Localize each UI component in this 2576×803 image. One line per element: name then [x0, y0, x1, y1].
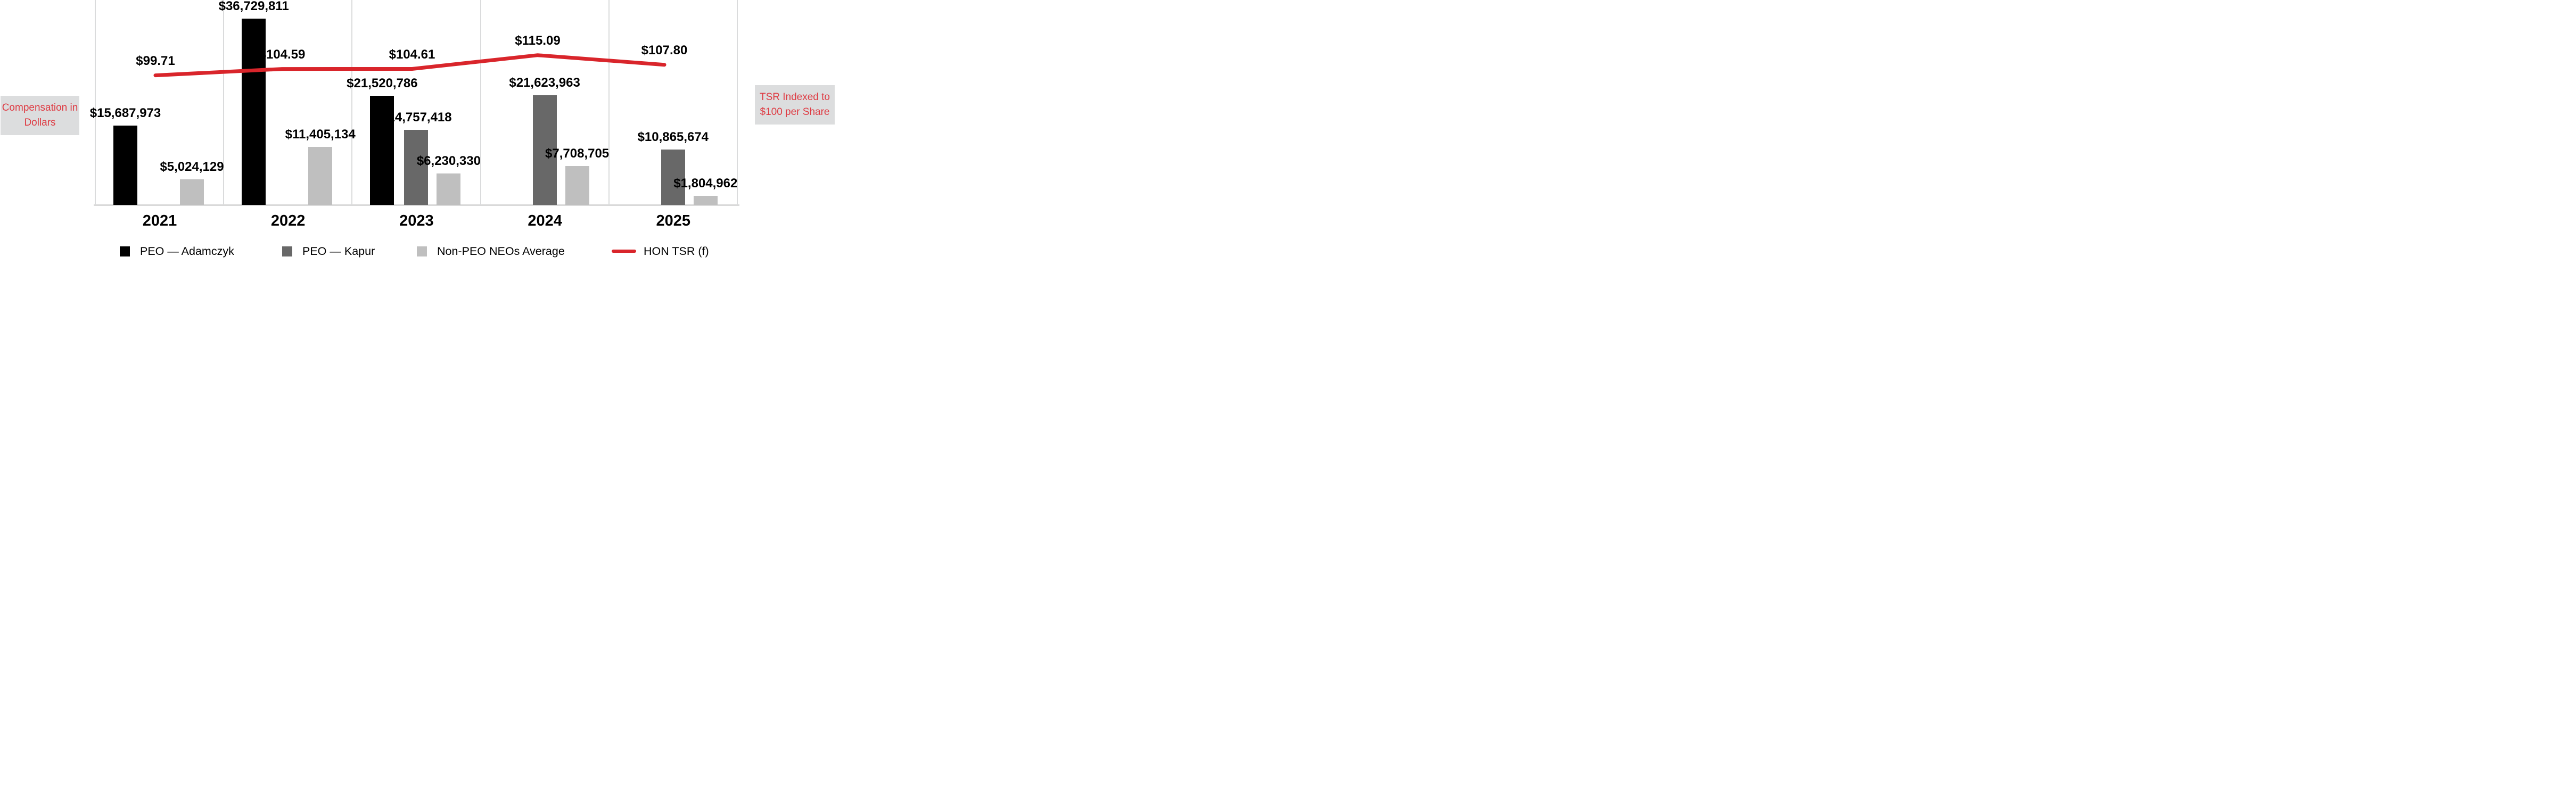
- legend-item-hon-tsr: HON TSR (f): [612, 242, 709, 260]
- bar-value-label-2023-peo-kapur: $14,757,418: [381, 110, 452, 125]
- x-axis-label-2021: 2021: [142, 212, 177, 229]
- bar-2024-peo-kapur: [532, 95, 557, 205]
- bar-value-label-2022-non-peo-neos-average: $11,405,134: [285, 127, 356, 142]
- red-line-swatch-icon: [612, 250, 636, 253]
- legend-label: PEO — Kapur: [302, 244, 375, 258]
- vertical-gridline: [737, 0, 738, 205]
- bar-value-label-2025-non-peo-neos-average: $1,804,962: [673, 176, 738, 191]
- light-gray-square-swatch-icon: [417, 246, 427, 256]
- x-axis-label-2023: 2023: [399, 212, 434, 229]
- left-axis-note-line2: Dollars: [24, 117, 56, 128]
- x-axis-label-2024: 2024: [528, 212, 562, 229]
- tsr-value-label-2023: $104.61: [389, 47, 435, 62]
- right-axis-note-line2: $100 per Share: [760, 106, 830, 118]
- legend-item-peo-kapur: PEO — Kapur: [282, 242, 375, 260]
- tsr-line-chart: [153, 53, 666, 78]
- bar-value-label-2024-peo-kapur: $21,623,963: [509, 75, 580, 90]
- vertical-gridline: [95, 0, 96, 205]
- bar-value-label-2023-non-peo-neos-average: $6,230,330: [416, 153, 481, 168]
- bar-value-label-2023-peo-adamczyk: $21,520,786: [347, 76, 418, 90]
- legend-item-non-peo-neos: Non-PEO NEOs Average: [417, 242, 565, 260]
- vertical-gridline: [351, 0, 353, 205]
- bar-2025-non-peo-neos-average: [693, 195, 718, 205]
- x-axis-label-2022: 2022: [270, 212, 306, 229]
- vertical-gridline: [608, 0, 610, 205]
- legend-label: PEO — Adamczyk: [140, 244, 234, 258]
- bar-value-label-2021-non-peo-neos-average: $5,024,129: [160, 160, 224, 175]
- bar-2024-non-peo-neos-average: [565, 165, 589, 205]
- bar-2021-non-peo-neos-average: [180, 179, 204, 205]
- x-axis-baseline: [94, 204, 739, 206]
- x-axis-label-2025: 2025: [656, 212, 691, 229]
- dark-gray-square-swatch-icon: [282, 246, 292, 256]
- legend: PEO — Adamczyk PEO — Kapur Non-PEO NEOs …: [0, 242, 835, 260]
- bar-2025-peo-kapur: [661, 150, 685, 205]
- plot-area: $15,687,973 $36,729,811 $21,520,786 $14,757…: [90, 0, 738, 205]
- tsr-value-label-2025: $107.80: [641, 43, 688, 57]
- legend-label: Non-PEO NEOs Average: [437, 244, 565, 258]
- legend-label: HON TSR (f): [644, 244, 709, 258]
- bar-value-label-2021-peo-adamczyk: $15,687,973: [89, 105, 161, 120]
- pay-versus-performance-chart: Compensation in Dollars TSR Indexed to $…: [0, 0, 835, 260]
- vertical-gridline: [480, 0, 481, 205]
- bar-2023-peo-kapur: [404, 130, 429, 205]
- bar-2021-peo-adamczyk: [113, 125, 137, 205]
- right-axis-note-line1: TSR Indexed to: [759, 92, 830, 103]
- tsr-value-label-2021: $99.71: [136, 53, 175, 68]
- left-axis-note-line1: Compensation in: [2, 102, 78, 114]
- bar-value-label-2024-non-peo-neos-average: $7,708,705: [545, 146, 610, 161]
- bar-2022-non-peo-neos-average: [308, 147, 333, 205]
- legend-item-peo-adamczyk: PEO — Adamczyk: [120, 242, 234, 260]
- right-axis-note: TSR Indexed to $100 per Share: [755, 85, 835, 125]
- bar-2023-non-peo-neos-average: [437, 173, 461, 205]
- black-square-swatch-icon: [120, 246, 130, 256]
- left-axis-note: Compensation in Dollars: [1, 96, 79, 135]
- tsr-value-label-2024: $115.09: [515, 33, 561, 48]
- hon-tsr-line: [153, 53, 666, 78]
- vertical-gridline: [223, 0, 225, 205]
- bar-value-label-2025-peo-kapur: $10,865,674: [637, 130, 709, 145]
- tsr-value-label-2022: $104.59: [259, 47, 306, 62]
- bar-2022-peo-adamczyk: [242, 19, 266, 205]
- bar-2023-peo-adamczyk: [370, 95, 394, 205]
- bar-value-label-2022-peo-adamczyk: $36,729,811: [218, 0, 289, 13]
